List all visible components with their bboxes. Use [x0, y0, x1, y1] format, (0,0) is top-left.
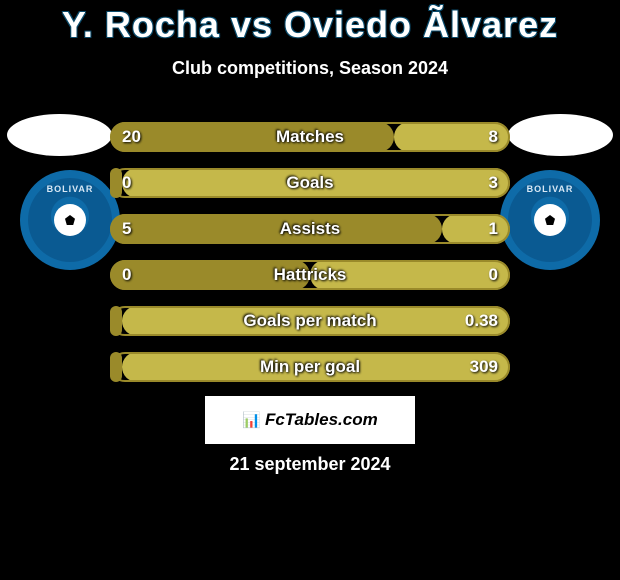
stat-value-right: 309: [470, 352, 498, 382]
player-avatar-left: [7, 114, 112, 156]
stat-row: Matches20 8: [110, 122, 510, 152]
club-badge-left: BOLIVAR: [20, 170, 120, 270]
page-title: Y. Rocha vs Oviedo Ãlvarez: [0, 0, 620, 46]
stat-label: Goals: [110, 168, 510, 198]
comparison-infographic: Y. Rocha vs Oviedo Ãlvarez Club competit…: [0, 0, 620, 580]
stat-row: Min per goal309: [110, 352, 510, 382]
player-avatar-right: [508, 114, 613, 156]
club-badge-right: BOLIVAR: [500, 170, 600, 270]
stat-bars: Matches208Goals03Assists51Hattricks00Goa…: [110, 122, 510, 398]
stat-label: Assists: [110, 214, 510, 244]
stat-value-left: 0: [122, 168, 131, 198]
stat-value-left: 5: [122, 214, 131, 244]
stat-value-right: 0.38: [465, 306, 498, 336]
soccer-ball-icon: [534, 204, 566, 236]
club-badge-left-text: BOLIVAR: [28, 184, 112, 194]
stat-row: Hattricks0 0: [110, 260, 510, 290]
stat-value-right: 1: [489, 214, 498, 244]
brand-box: FcTables.com: [205, 396, 415, 444]
stat-row: Goals per match0.38: [110, 306, 510, 336]
stat-row: Goals0 3: [110, 168, 510, 198]
stat-label: Goals per match: [110, 306, 510, 336]
stat-value-left: 0: [122, 260, 131, 290]
stat-value-right: 8: [489, 122, 498, 152]
stat-label: Matches: [110, 122, 510, 152]
stat-label: Min per goal: [110, 352, 510, 382]
club-badge-right-text: BOLIVAR: [508, 184, 592, 194]
stat-value-right: 0: [489, 260, 498, 290]
stat-label: Hattricks: [110, 260, 510, 290]
stat-value-left: 20: [122, 122, 141, 152]
stat-row: Assists5 1: [110, 214, 510, 244]
date-text: 21 september 2024: [0, 454, 620, 475]
brand-text: FcTables.com: [242, 410, 377, 430]
page-subtitle: Club competitions, Season 2024: [0, 58, 620, 79]
soccer-ball-icon: [54, 204, 86, 236]
stat-value-right: 3: [489, 168, 498, 198]
